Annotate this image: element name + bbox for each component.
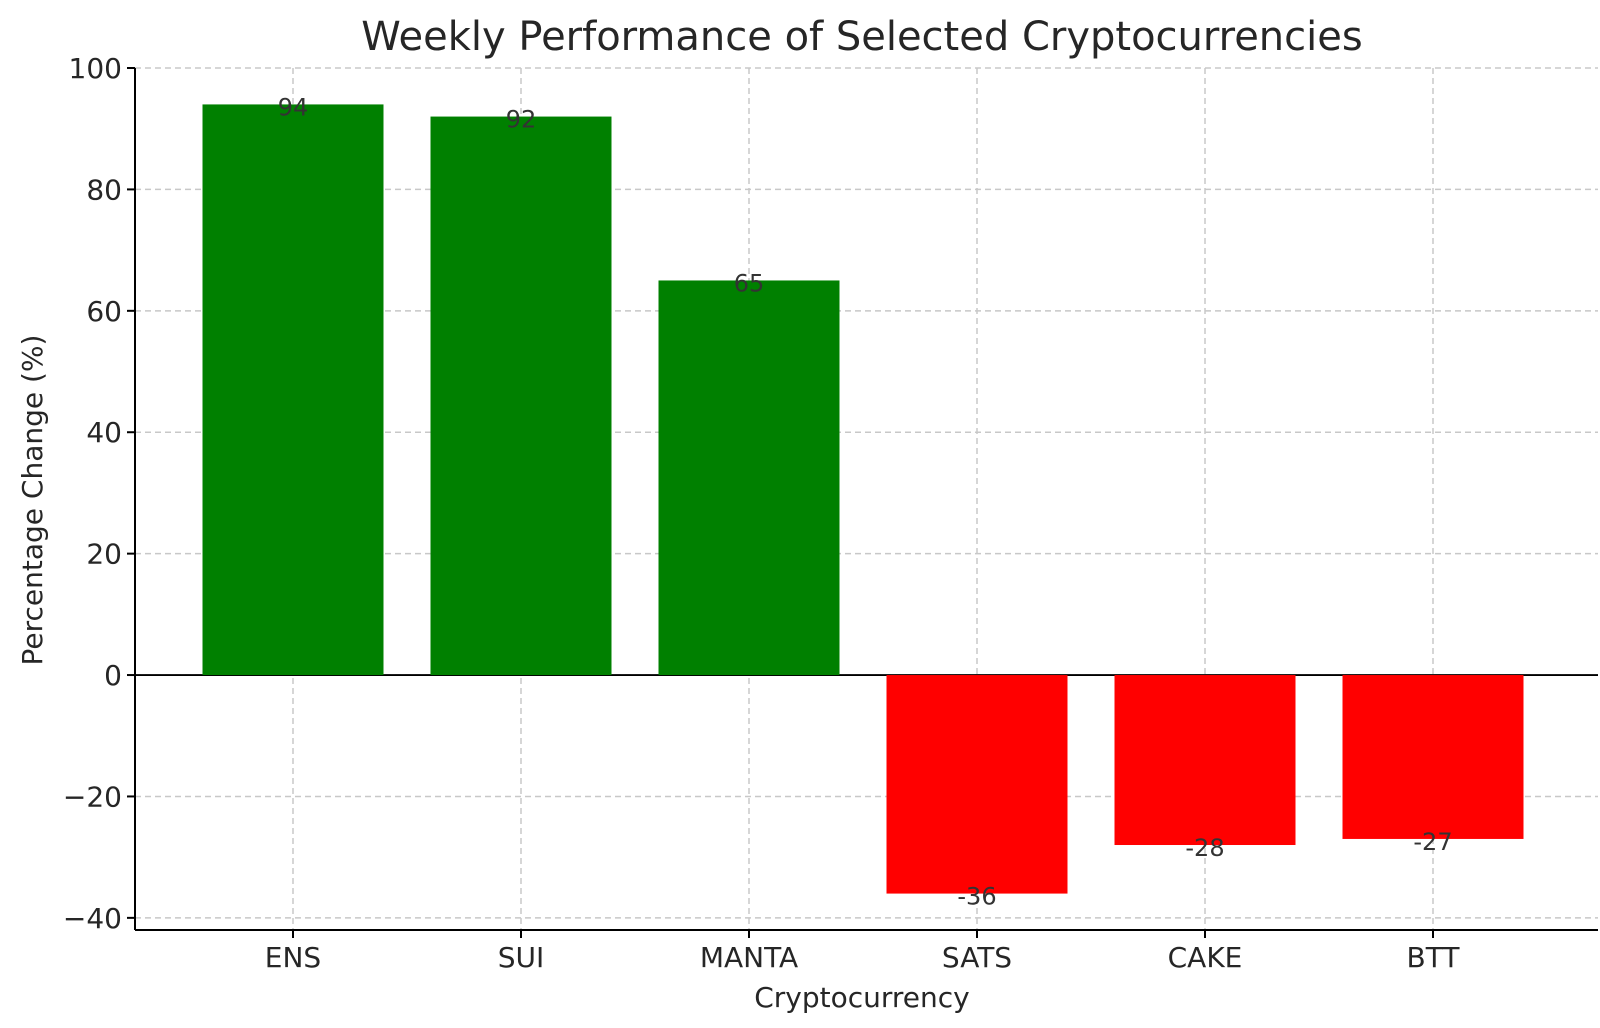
data-label-cake: -28 [1185,834,1224,862]
bar-sats [886,675,1068,894]
x-tick-label-sui: SUI [498,941,545,974]
x-tick-label-btt: BTT [1407,941,1461,974]
x-tick-label-sats: SATS [942,941,1012,974]
data-label-btt: -27 [1413,828,1452,856]
x-tick-label-manta: MANTA [700,941,798,974]
data-label-sui: 92 [506,106,537,134]
bar-manta [658,280,840,676]
y-tick-label: 60 [86,295,122,328]
chart-title: Weekly Performance of Selected Cryptocur… [361,14,1362,60]
data-label-manta: 65 [734,269,765,297]
y-axis-label: Percentage Change (%) [16,335,49,666]
y-axis-ticks: −40 −20 0 20 40 60 80 100 [63,52,135,935]
y-tick-label: 20 [86,538,122,571]
bar-ens [202,104,384,676]
bars [202,104,1524,894]
x-tick-label-cake: CAKE [1168,941,1243,974]
y-tick-label: −40 [63,902,122,935]
y-tick-label: 40 [86,416,122,449]
x-tick-label-ens: ENS [265,941,321,974]
data-label-sats: -36 [957,883,996,911]
x-axis-label: Cryptocurrency [754,981,970,1014]
data-labels: 94 92 65 -36 -28 -27 [278,93,1453,910]
y-tick-label: 0 [104,659,122,692]
y-tick-label: 100 [69,52,122,85]
bar-sui [430,116,612,676]
y-tick-label: 80 [86,173,122,206]
bar-cake [1114,675,1296,846]
bar-btt [1342,675,1524,839]
y-tick-label: −20 [63,780,122,813]
data-label-ens: 94 [278,93,309,121]
x-axis-ticks: ENS SUI MANTA SATS CAKE BTT [265,930,1461,974]
axes [134,68,1598,931]
